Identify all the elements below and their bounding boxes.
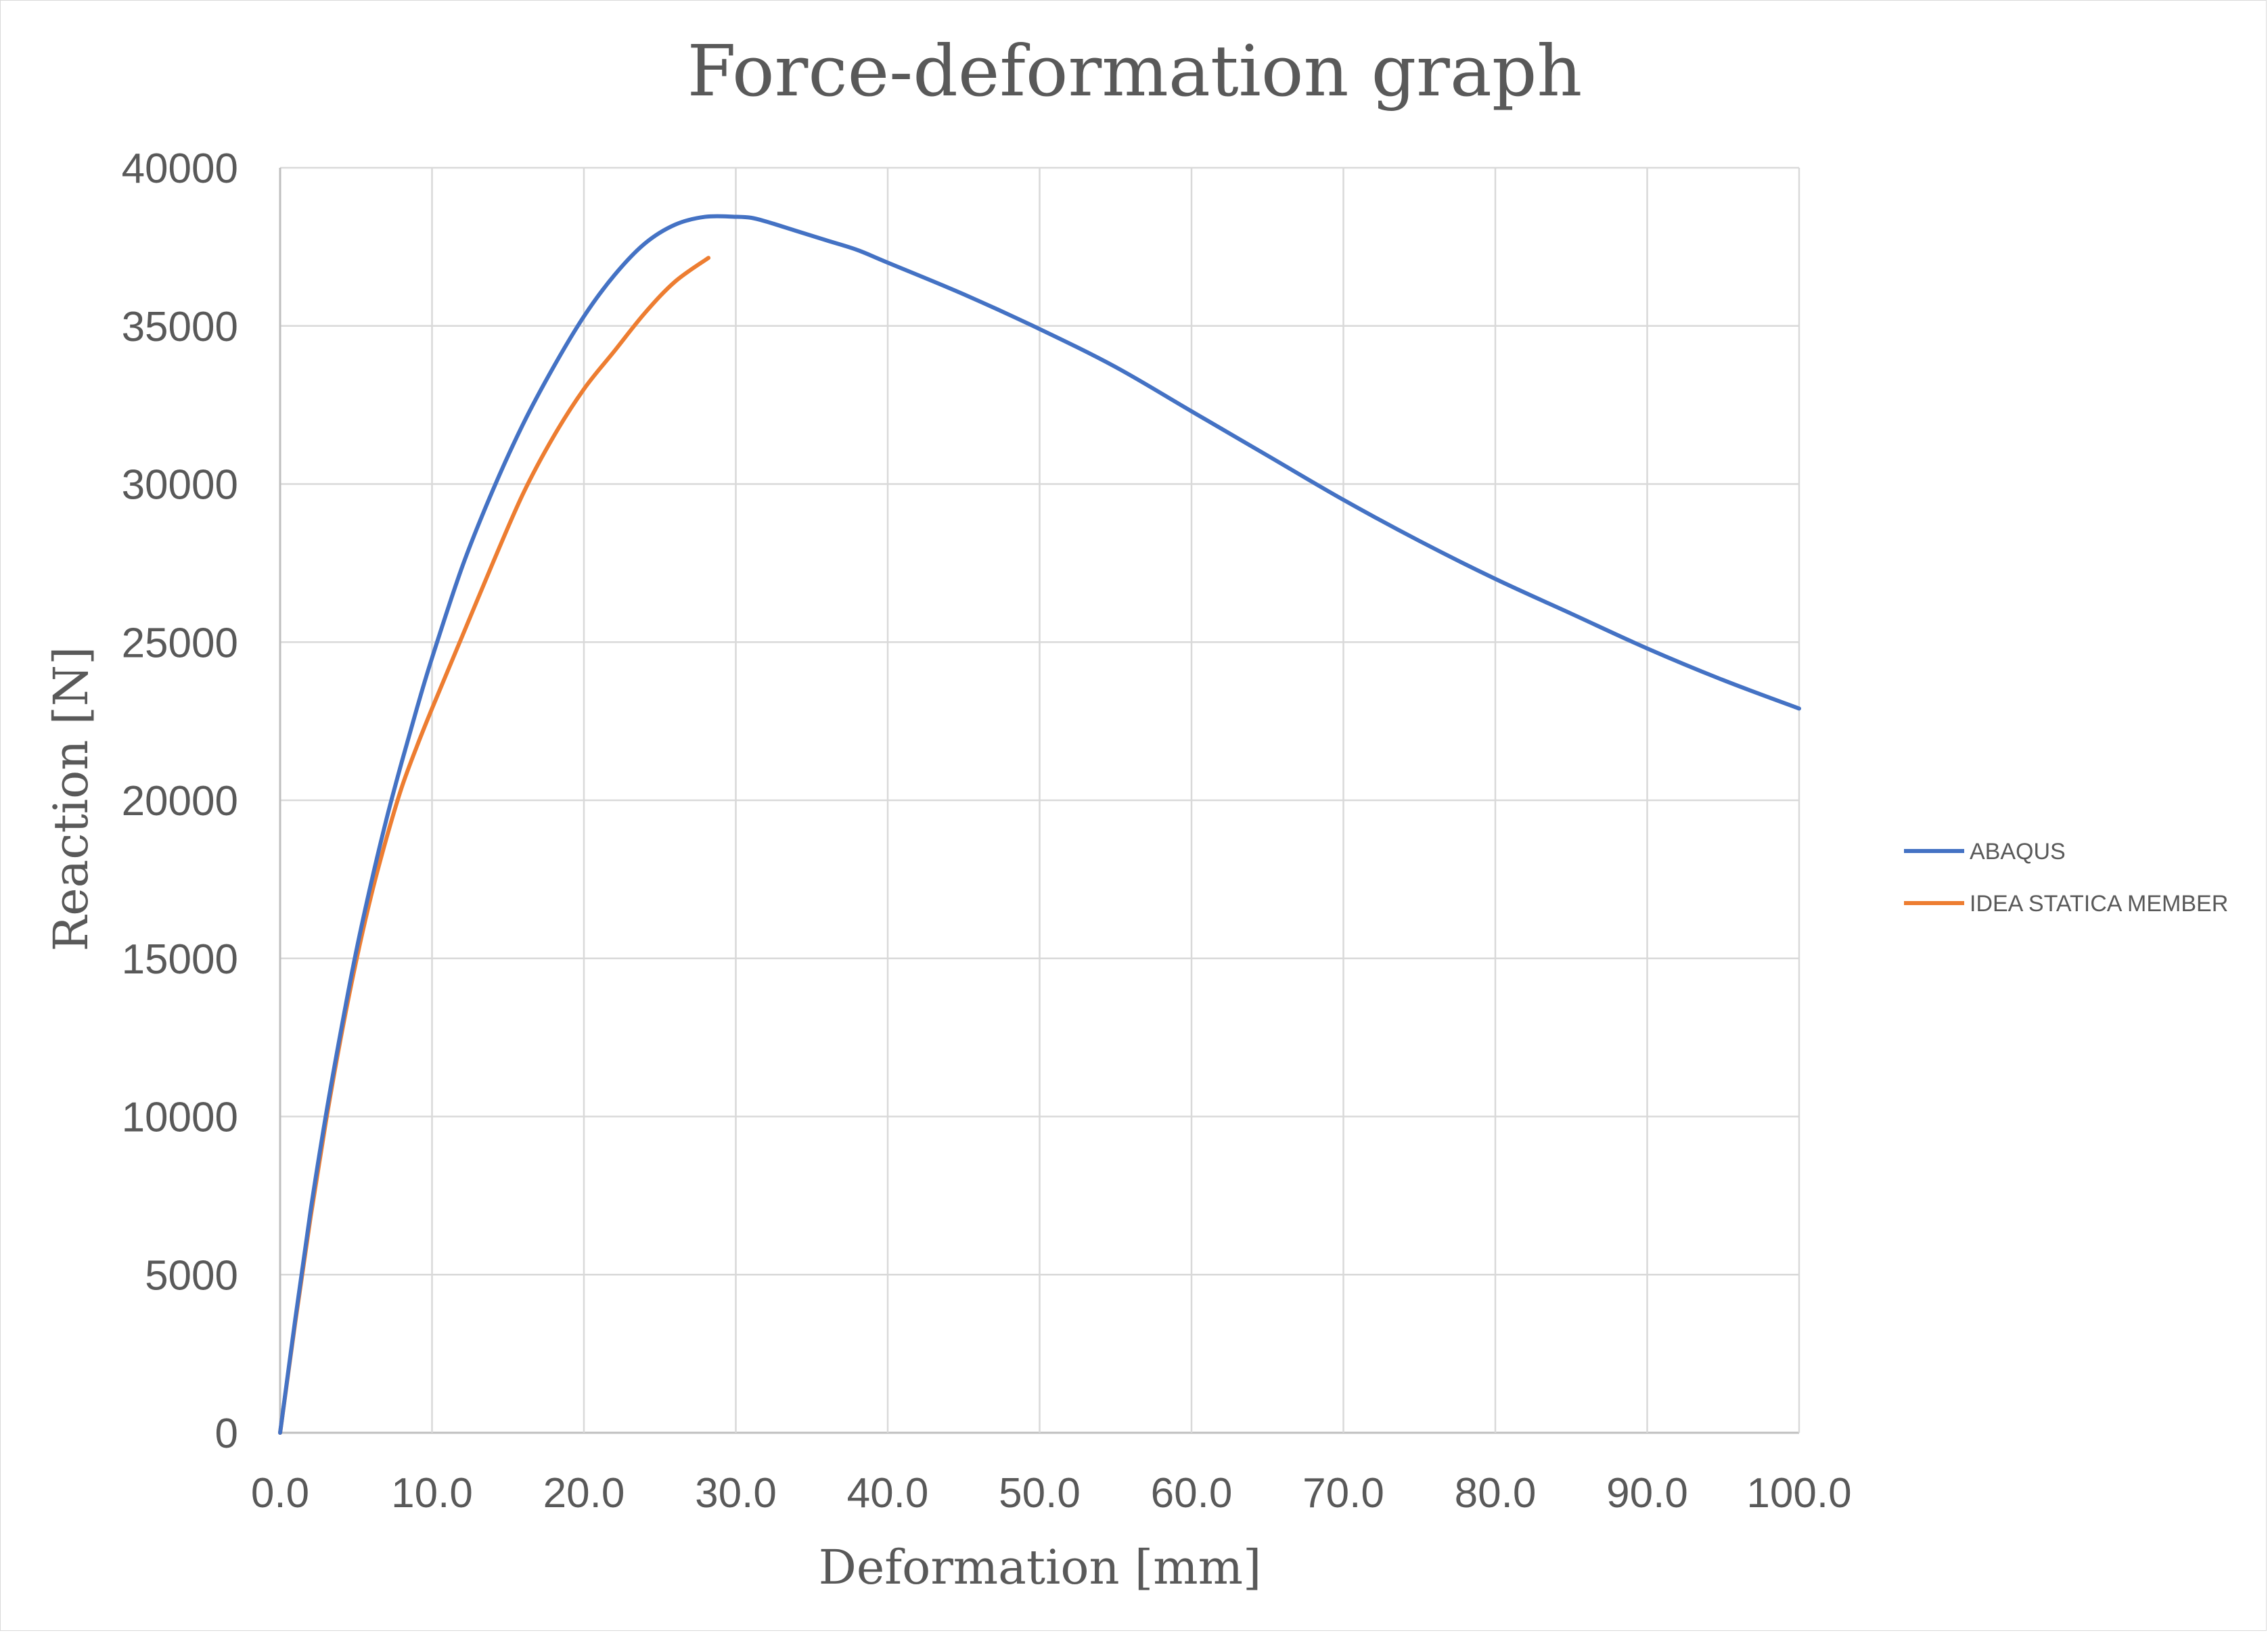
x-tick-label: 20.0: [543, 1470, 625, 1517]
legend-label-idea-statica-member: IDEA STATICA MEMBER: [1970, 891, 2228, 917]
x-tick-label: 40.0: [847, 1470, 929, 1517]
series-line-abaqus: [278, 214, 1801, 1435]
chart-title: Force-deformation graph: [687, 30, 1583, 112]
y-tick-label: 30000: [122, 462, 238, 509]
x-tick-label: 30.0: [695, 1470, 777, 1517]
y-tick-label: 35000: [122, 304, 238, 350]
x-tick-label: 0.0: [251, 1470, 309, 1517]
x-axis-title: Deformation [mm]: [819, 1540, 1262, 1595]
x-tick-label: 60.0: [1151, 1470, 1233, 1517]
x-tick-label: 90.0: [1606, 1470, 1688, 1517]
legend-label-abaqus: ABAQUS: [1970, 839, 2066, 865]
series-line-idea-statica-member: [278, 256, 711, 1435]
y-tick-label: 5000: [145, 1252, 238, 1299]
x-tick-label: 50.0: [999, 1470, 1081, 1517]
y-tick-label: 0: [215, 1410, 238, 1457]
y-tick-label: 40000: [122, 145, 238, 192]
grid-layer: [279, 166, 1800, 1434]
y-tick-label: 25000: [122, 620, 238, 666]
y-tick-label: 15000: [122, 936, 238, 983]
tick-labels: 0 5000 10000 15000 20000 25000 30000 35000 40000…: [122, 145, 1852, 1517]
series-layer: [278, 214, 1801, 1435]
x-tick-label: 10.0: [391, 1470, 473, 1517]
y-axis-title: Reaction [N]: [43, 647, 99, 952]
legend: ABAQUS IDEA STATICA MEMBER: [1904, 839, 2228, 917]
x-tick-label: 70.0: [1302, 1470, 1384, 1517]
x-tick-label: 100.0: [1746, 1470, 1851, 1517]
x-tick-label: 80.0: [1455, 1470, 1537, 1517]
y-tick-label: 10000: [122, 1095, 238, 1141]
y-tick-label: 20000: [122, 778, 238, 825]
